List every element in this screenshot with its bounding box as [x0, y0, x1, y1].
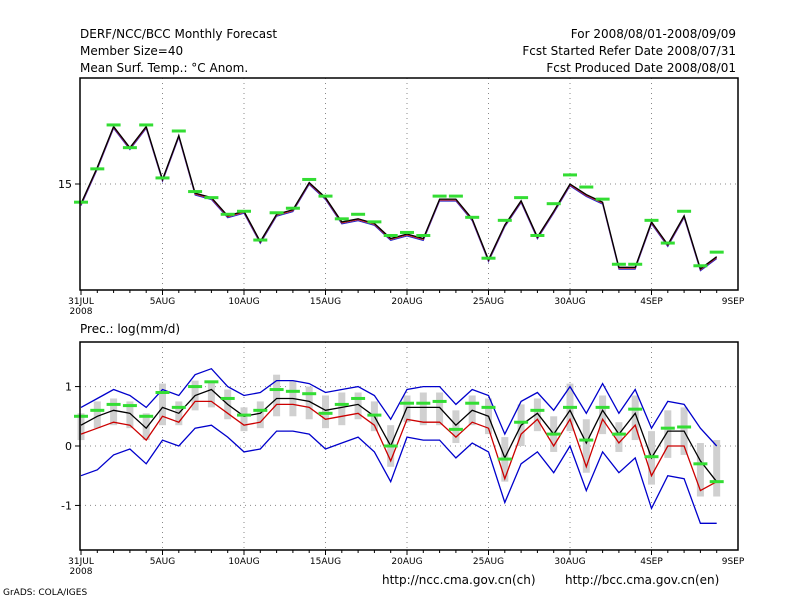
prec-xtick-label: 4SEP — [640, 557, 663, 567]
prec-xtick-label: 10AUG — [228, 557, 259, 567]
prec-xtick-label: 9SEP — [722, 557, 745, 567]
spread-box — [338, 392, 346, 426]
precip-panel-title: Prec.: log(mm/d) — [80, 322, 181, 336]
spread-box — [696, 443, 704, 497]
temp-xtick-label: 30AUG — [554, 297, 585, 307]
temp-member-mean-line — [80, 125, 718, 270]
spread-box — [256, 401, 264, 429]
temp-xtick-label: 9SEP — [722, 297, 745, 307]
spread-box — [713, 440, 721, 497]
spread-box — [240, 407, 248, 432]
header-period: For 2008/08/01-2008/09/09 — [570, 27, 736, 41]
spread-box — [664, 410, 672, 458]
prec-xtick-label: 5AUG — [150, 557, 175, 567]
header-variable: Mean Surf. Temp.: °C Anom. — [80, 61, 249, 75]
spread-box — [452, 410, 460, 444]
header-title: DERF/NCC/BCC Monthly Forecast — [80, 27, 278, 41]
temp-xtick-label: 4SEP — [640, 297, 663, 307]
spread-box — [77, 413, 85, 441]
spread-box — [354, 392, 362, 420]
spread-box — [599, 395, 607, 435]
prec-red-line-line — [80, 400, 718, 492]
spread-box — [110, 398, 118, 426]
temp-spread-line-blue — [80, 127, 717, 272]
temp-spread-line-red — [80, 126, 717, 271]
spread-box — [419, 392, 427, 426]
spread-box — [273, 374, 281, 417]
footer-url-ncc: http://ncc.cma.gov.cn(ch) — [382, 573, 536, 587]
temp-xtick-label: 15AUG — [310, 297, 341, 307]
spread-box — [582, 419, 590, 473]
temp-panel: 15 31JUL 5AUG 10AUG 15AUG 20AUG 25AUG 30AUG 4SEP… — [58, 77, 745, 317]
prec-upper-bound-line — [80, 367, 718, 447]
temp-xtick-label: 25AUG — [473, 297, 504, 307]
prec-xtick-label: 20AUG — [391, 557, 422, 567]
header-member-size: Member Size=40 — [80, 44, 184, 58]
temp-xtick-label: 10AUG — [228, 297, 259, 307]
prec-ytick-label: 1 — [65, 381, 72, 394]
prec-lower-bound-line — [80, 424, 717, 524]
prec-ytick-label: 0 — [65, 440, 72, 453]
prec-ensemble-mean-line — [80, 388, 718, 483]
spread-box — [159, 383, 166, 426]
header-start-date: Fcst Started Refer Date 2008/07/31 — [522, 44, 736, 58]
spread-box — [533, 398, 541, 432]
header-produced-date: Fcst Produced Date 2008/08/01 — [546, 61, 736, 75]
spread-box — [305, 386, 313, 420]
prec-xtick-label: 31JUL — [68, 557, 94, 567]
prec-xtick-label: 25AUG — [473, 557, 504, 567]
spread-box — [631, 395, 639, 441]
temp-xtick-label: 20AUG — [391, 297, 422, 307]
temp-xtick-label: 31JUL — [68, 297, 94, 307]
spread-box — [93, 401, 101, 429]
footer-url-bcc: http://bcc.cma.gov.cn(en) — [565, 573, 720, 587]
prec-xtick-label: 15AUG — [310, 557, 341, 567]
footer-grads-credit: GrADS: COLA/IGES — [3, 588, 88, 598]
spread-box — [436, 392, 444, 426]
prec-year-label: 2008 — [70, 567, 93, 577]
spread-box — [207, 380, 215, 408]
spread-box — [142, 413, 150, 441]
spread-box — [615, 422, 623, 452]
temp-year-label: 2008 — [70, 307, 93, 317]
temp-ytick-label: 15 — [58, 178, 72, 191]
spread-box — [126, 401, 134, 429]
temp-xtick-label: 5AUG — [150, 297, 175, 307]
prec-xtick-label: 30AUG — [554, 557, 585, 567]
prec-ytick-label: -1 — [61, 499, 72, 512]
prec-panel: 1 0 -1 31JUL 5AUG 10AUG 15AUG 20AUG 25AUG 30AUG 4S… — [61, 341, 745, 577]
